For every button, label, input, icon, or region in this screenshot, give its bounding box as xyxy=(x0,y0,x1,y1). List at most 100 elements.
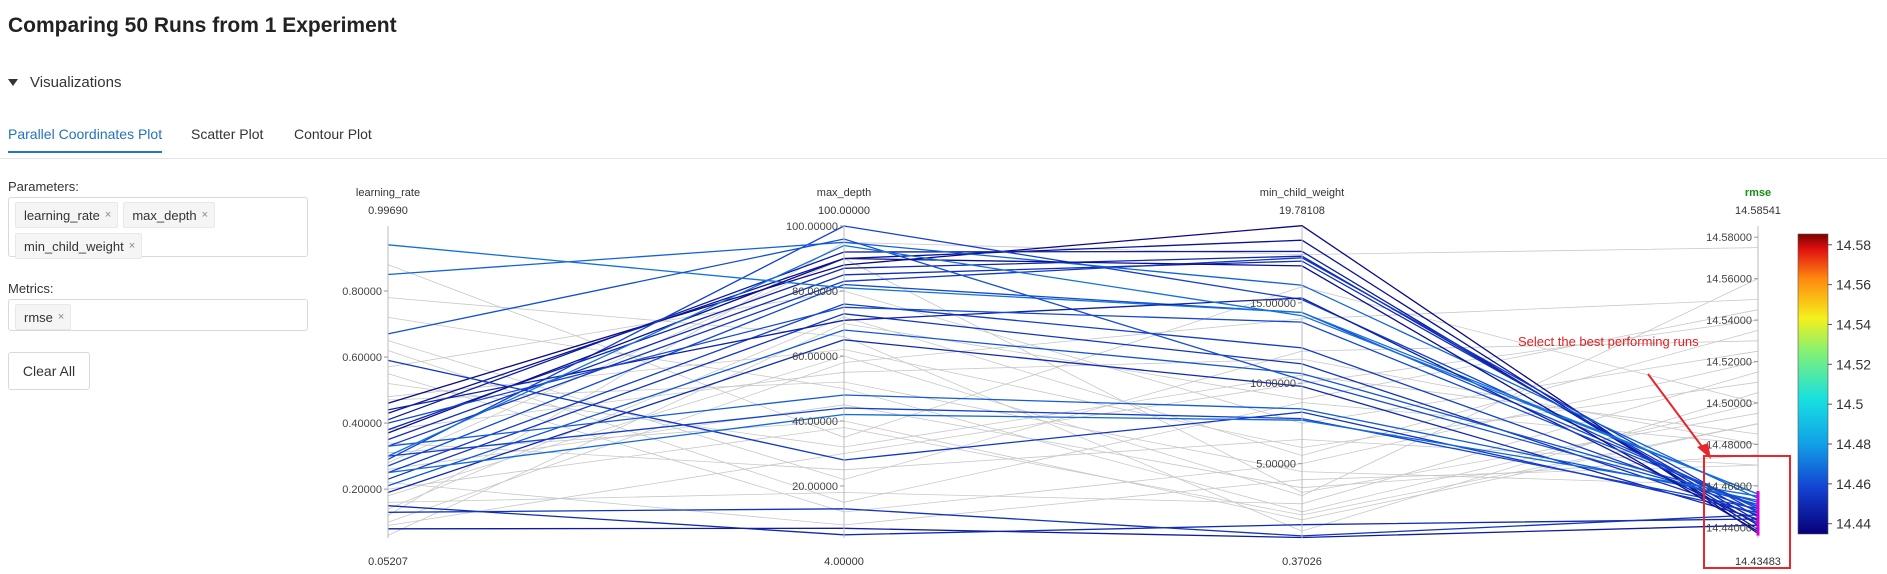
run-line xyxy=(387,413,1759,497)
run-line xyxy=(387,257,1759,532)
highlight-box xyxy=(1703,455,1791,569)
axis-min-label: 14.43483 xyxy=(1735,556,1781,568)
axis-max-label: 100.00000 xyxy=(818,205,870,217)
clear-all-button[interactable]: Clear All xyxy=(8,352,90,390)
run-line xyxy=(387,244,1759,495)
colorbar: 14.44 14.46 14.48 14.5 14.52 14.54 14.56 14.58 xyxy=(1797,233,1871,535)
metrics-label: Metrics: xyxy=(8,281,54,296)
axis-max-label: 0.99690 xyxy=(368,205,408,217)
visualizations-toggle[interactable]: Visualizations xyxy=(8,74,121,91)
tick-label: 14.54000 xyxy=(1706,315,1752,327)
arrow-head-icon xyxy=(1697,443,1711,459)
run-line xyxy=(387,319,1759,526)
colorbar-tick-label: 14.46 xyxy=(1836,476,1871,492)
tick-label: 80.00000 xyxy=(792,286,838,298)
colorbar-tick-label: 14.58 xyxy=(1836,237,1871,253)
chip-label: min_child_weight xyxy=(24,238,124,254)
run-line xyxy=(387,361,1759,513)
arrow-line xyxy=(1647,373,1707,453)
close-icon[interactable]: × xyxy=(128,240,136,252)
tab-contour-plot[interactable]: Contour Plot xyxy=(294,126,372,142)
tick-label: 14.50000 xyxy=(1706,398,1752,410)
run-line xyxy=(387,297,1759,524)
parameters-select[interactable]: learning_rate × max_depth × min_child_we… xyxy=(8,197,308,259)
tick-label: 40.00000 xyxy=(792,416,838,428)
close-icon[interactable]: × xyxy=(201,209,209,221)
tick-label: 14.56000 xyxy=(1706,274,1752,286)
run-line xyxy=(387,394,1759,502)
tick-label: 14.58000 xyxy=(1706,232,1752,244)
run-line xyxy=(387,241,1759,499)
run-line xyxy=(387,257,1759,514)
run-line xyxy=(387,350,1759,503)
axis-max-label: 19.78108 xyxy=(1279,205,1325,217)
run-line xyxy=(387,505,1759,536)
run-line xyxy=(387,225,1759,535)
run-line xyxy=(387,381,1759,487)
tick-label: 15.00000 xyxy=(1250,298,1296,310)
colorbar-tick-label: 14.54 xyxy=(1836,316,1871,332)
tick-label: 0.20000 xyxy=(342,484,382,496)
chip-label: max_depth xyxy=(132,207,197,223)
tick-label: 14.46000 xyxy=(1706,481,1752,493)
tick-label: 0.60000 xyxy=(342,352,382,364)
parameter-chip: learning_rate × xyxy=(15,202,119,228)
run-line xyxy=(387,283,1759,508)
run-line xyxy=(387,306,1759,508)
run-line xyxy=(387,313,1759,516)
run-line xyxy=(387,339,1759,520)
colorbar-tick-label: 14.48 xyxy=(1836,436,1871,452)
run-line xyxy=(387,250,1759,526)
tick-label: 0.80000 xyxy=(342,286,382,298)
tick-label: 14.48000 xyxy=(1706,439,1752,451)
parameters-label: Parameters: xyxy=(8,179,79,194)
tab-scatter-plot[interactable]: Scatter Plot xyxy=(191,126,264,142)
colorbar-tick-label: 14.56 xyxy=(1836,277,1871,293)
close-icon[interactable]: × xyxy=(57,311,65,323)
run-line xyxy=(387,423,1759,516)
run-line xyxy=(387,317,1759,513)
run-line xyxy=(387,464,1759,526)
colorbar-tick-label: 14.44 xyxy=(1836,516,1871,532)
run-line xyxy=(387,404,1759,489)
metric-chip: rmse × xyxy=(15,304,72,330)
metrics-select[interactable]: rmse × xyxy=(8,299,308,331)
colorbar-tick-label: 14.5 xyxy=(1836,396,1863,412)
axis-min-label: 4.00000 xyxy=(824,556,864,568)
run-line xyxy=(387,255,1759,522)
parameter-chip: min_child_weight × xyxy=(15,233,143,259)
axis-min-label: 0.37026 xyxy=(1282,556,1322,568)
run-line xyxy=(387,241,1759,516)
run-line xyxy=(387,358,1759,445)
run-line xyxy=(387,316,1759,510)
axis-title[interactable]: learning_rate xyxy=(356,187,420,199)
colorbar-tick-label: 14.52 xyxy=(1836,356,1871,372)
tick-label: 10.00000 xyxy=(1250,378,1296,390)
tab-parallel-coordinates[interactable]: Parallel Coordinates Plot xyxy=(8,126,163,153)
run-line xyxy=(387,278,1759,497)
plot-tabs: Parallel Coordinates Plot Scatter Plot C… xyxy=(0,118,1887,159)
run-line xyxy=(387,508,1759,537)
caret-down-icon xyxy=(8,79,18,86)
axis-title[interactable]: max_depth xyxy=(817,187,871,199)
page-title: Comparing 50 Runs from 1 Experiment xyxy=(8,14,397,37)
chip-label: rmse xyxy=(24,309,53,325)
close-icon[interactable]: × xyxy=(104,209,112,221)
axis-title[interactable]: min_child_weight xyxy=(1260,187,1344,199)
axes: learning_rate 0.99690 0.05207 0.20000 0.4000… xyxy=(342,187,1781,568)
colorbar-gradient xyxy=(1797,233,1829,535)
annotation-text: Select the best performing runs xyxy=(1518,334,1699,349)
run-line xyxy=(387,244,1759,495)
tick-label: 60.00000 xyxy=(792,351,838,363)
axis-title[interactable]: rmse xyxy=(1745,187,1771,199)
context-lines xyxy=(387,241,1759,536)
axis-max-label: 14.58541 xyxy=(1735,205,1781,217)
annotation: Select the best performing runs xyxy=(1518,334,1791,569)
run-line xyxy=(387,303,1759,512)
chip-label: learning_rate xyxy=(24,207,100,223)
tick-label: 20.00000 xyxy=(792,481,838,493)
run-line xyxy=(387,524,1759,539)
run-line xyxy=(387,359,1759,514)
axis-min-label: 0.05207 xyxy=(368,556,408,568)
